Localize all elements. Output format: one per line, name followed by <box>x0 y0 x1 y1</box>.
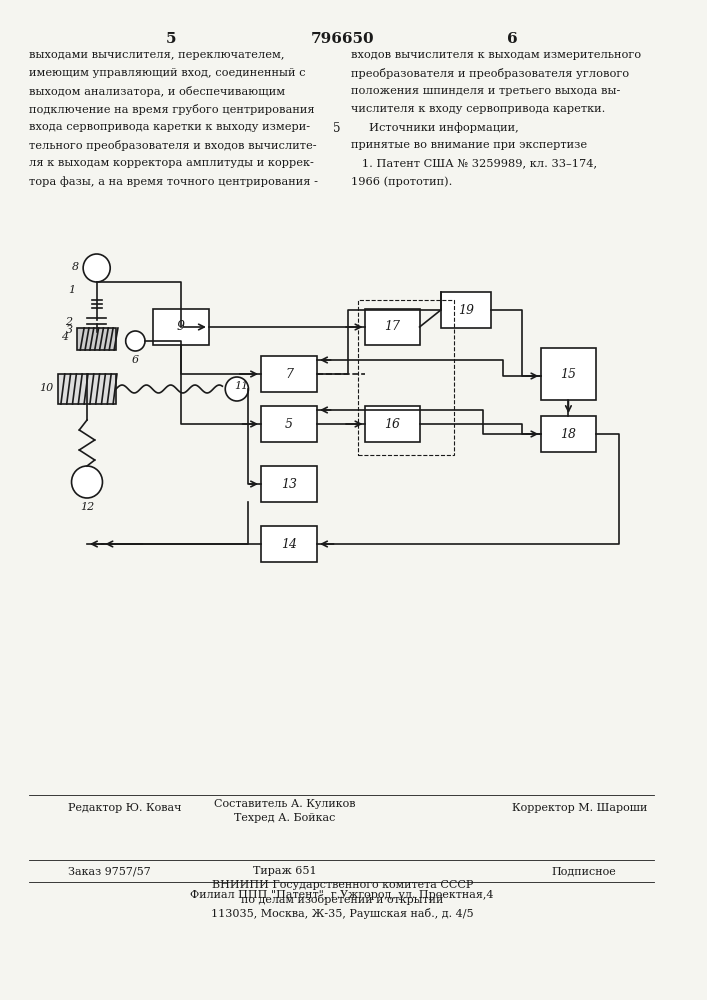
Text: 9: 9 <box>177 320 185 334</box>
Text: принятые во внимание при экспертизе: принятые во внимание при экспертизе <box>351 140 587 150</box>
Text: положения шпинделя и третьего выхода вы-: положения шпинделя и третьего выхода вы- <box>351 86 620 96</box>
Text: подключение на время грубого центрирования: подключение на время грубого центрирован… <box>29 104 315 115</box>
Text: 17: 17 <box>385 320 400 334</box>
Text: 16: 16 <box>385 418 400 430</box>
Text: Филиал ППП "Патент", г.Ужгород, ул. Проектная,4: Филиал ППП "Патент", г.Ужгород, ул. Прое… <box>190 890 494 900</box>
Text: 8: 8 <box>72 262 79 272</box>
Text: 796650: 796650 <box>310 32 374 46</box>
Bar <box>58 374 116 404</box>
Text: Составитель А. Куликов: Составитель А. Куликов <box>214 799 356 809</box>
Circle shape <box>126 331 145 351</box>
Text: Источники информации,: Источники информации, <box>351 122 519 133</box>
Text: имеющим управляющий вход, соединенный с: имеющим управляющий вход, соединенный с <box>29 68 305 78</box>
Text: 2: 2 <box>65 317 73 327</box>
Text: 14: 14 <box>281 538 297 550</box>
Text: 113035, Москва, Ж-35, Раушская наб., д. 4/5: 113035, Москва, Ж-35, Раушская наб., д. … <box>211 908 474 919</box>
Text: Редактор Ю. Ковач: Редактор Ю. Ковач <box>68 803 181 813</box>
Text: 3: 3 <box>65 325 73 335</box>
Bar <box>261 406 317 442</box>
Text: выходами вычислителя, переключателем,: выходами вычислителя, переключателем, <box>29 50 284 60</box>
Text: выходом анализатора, и обеспечивающим: выходом анализатора, и обеспечивающим <box>29 86 285 97</box>
Bar <box>261 466 317 502</box>
Text: 1966 (прототип).: 1966 (прототип). <box>351 176 452 187</box>
Bar <box>77 328 116 350</box>
Circle shape <box>226 377 248 401</box>
Text: преобразователя и преобразователя углового: преобразователя и преобразователя углово… <box>351 68 629 79</box>
Bar <box>153 309 209 345</box>
Bar <box>261 526 317 562</box>
Text: по делам изобретений и открытий: по делам изобретений и открытий <box>241 894 443 905</box>
Text: ля к выходам корректора амплитуды и коррек-: ля к выходам корректора амплитуды и корр… <box>29 158 314 168</box>
Text: Корректор М. Шароши: Корректор М. Шароши <box>513 803 648 813</box>
Text: 7: 7 <box>285 367 293 380</box>
Text: ВНИИПИ Государственного комитета СССР: ВНИИПИ Государственного комитета СССР <box>211 880 473 890</box>
Text: 11: 11 <box>235 381 249 391</box>
Text: Заказ 9757/57: Заказ 9757/57 <box>68 866 151 876</box>
Text: тора фазы, а на время точного центрирования -: тора фазы, а на время точного центрирова… <box>29 176 318 187</box>
Text: 13: 13 <box>281 478 297 490</box>
Text: 6: 6 <box>507 32 518 46</box>
Text: 10: 10 <box>39 383 53 393</box>
Text: 5: 5 <box>166 32 176 46</box>
Text: 5: 5 <box>285 418 293 430</box>
Text: 19: 19 <box>458 304 474 316</box>
Text: Подписное: Подписное <box>551 866 616 876</box>
Text: 5: 5 <box>333 122 340 135</box>
Text: тельного преобразователя и входов вычислите-: тельного преобразователя и входов вычисл… <box>29 140 317 151</box>
Text: 15: 15 <box>561 367 576 380</box>
Bar <box>441 292 491 328</box>
Text: 4: 4 <box>61 332 68 342</box>
Text: Техред А. Бойкас: Техред А. Бойкас <box>235 813 336 823</box>
Bar <box>366 406 419 442</box>
Text: числителя к входу сервопривода каретки.: числителя к входу сервопривода каретки. <box>351 104 605 114</box>
Text: 1. Патент США № 3259989, кл. 33–174,: 1. Патент США № 3259989, кл. 33–174, <box>351 158 597 168</box>
Text: 1: 1 <box>69 285 76 295</box>
Bar <box>366 309 419 345</box>
Bar <box>261 356 317 392</box>
Circle shape <box>83 254 110 282</box>
Bar <box>358 300 455 455</box>
Text: 18: 18 <box>561 428 576 440</box>
Text: входов вычислителя к выходам измерительного: входов вычислителя к выходам измерительн… <box>351 50 641 60</box>
Text: Тираж 651: Тираж 651 <box>253 866 317 876</box>
Text: входа сервопривода каретки к выходу измери-: входа сервопривода каретки к выходу изме… <box>29 122 310 132</box>
Bar <box>542 348 595 400</box>
Bar <box>542 416 595 452</box>
Text: 12: 12 <box>80 502 94 512</box>
Text: 6: 6 <box>132 355 139 365</box>
Circle shape <box>71 466 103 498</box>
